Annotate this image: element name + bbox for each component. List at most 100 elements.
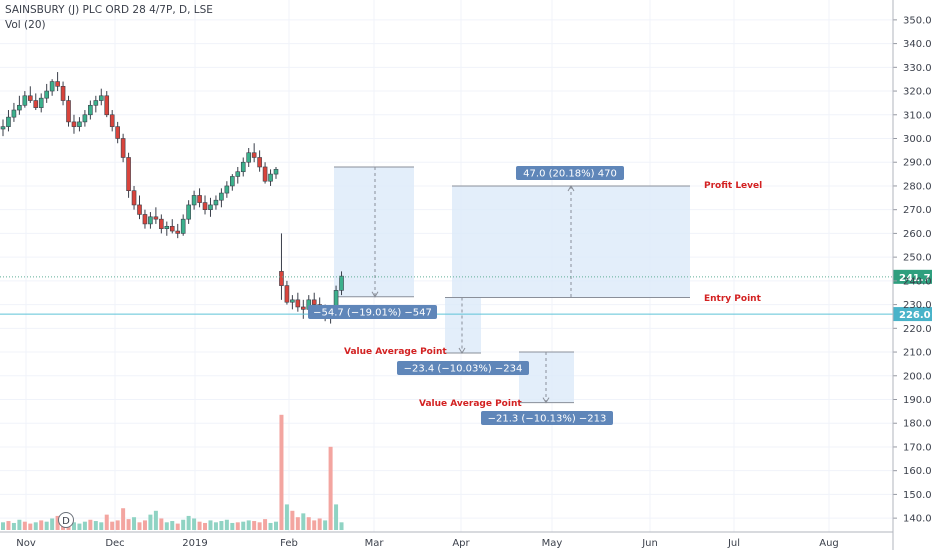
volume-bar — [88, 519, 93, 530]
candle-body — [251, 152, 257, 158]
volume-bar — [235, 522, 240, 530]
candle-body — [268, 173, 273, 182]
volume-bar — [164, 522, 169, 530]
volume-bar — [142, 520, 147, 530]
y-tick-label: 350.0 — [903, 15, 932, 26]
volume-bar — [77, 523, 82, 530]
measure-label-box — [397, 361, 529, 375]
y-tick-label: 340.0 — [903, 39, 932, 50]
candle-body — [137, 204, 142, 215]
x-tick-label: Aug — [819, 538, 839, 549]
y-tick-label: 240.0 — [903, 276, 932, 287]
candle-body — [55, 81, 60, 87]
candle-body — [120, 138, 126, 158]
candle-body — [82, 114, 88, 123]
overlays: 241.7 226.0 −54.7 (−19.01%) −547 47.0 (20.1… — [0, 166, 932, 528]
x-tick-label: Jun — [641, 538, 658, 549]
volume-bar — [263, 519, 268, 530]
y-tick-label: 180.0 — [903, 419, 932, 430]
measure-label-box — [516, 166, 624, 180]
measure-arrow — [542, 397, 550, 404]
y-tick-label: 200.0 — [903, 371, 932, 382]
candle-body — [33, 100, 39, 108]
candle-body — [17, 104, 22, 111]
candle-body — [44, 90, 49, 99]
x-tick-label: Jul — [727, 538, 740, 549]
candle-body — [219, 192, 224, 201]
volume-bar — [224, 519, 229, 530]
candle-body — [279, 271, 284, 286]
y-tick-label: 210.0 — [903, 348, 932, 359]
candle-body — [290, 299, 295, 303]
candle-body — [60, 86, 66, 101]
volume-bar — [181, 519, 186, 530]
chart-subtitle: Vol (20) — [5, 19, 46, 31]
last-price-tag — [893, 269, 932, 284]
candle-body — [109, 114, 115, 127]
dividend-marker-label: D — [62, 516, 70, 527]
candle-body — [208, 204, 213, 210]
dividend-marker-circle — [58, 512, 74, 528]
volume-bar — [137, 522, 142, 530]
candle-body — [175, 230, 181, 234]
measure-label: −23.4 (−10.03%) −234 — [404, 364, 523, 375]
candle-body — [88, 104, 93, 116]
volume-bar — [82, 521, 87, 530]
candle-body — [295, 299, 301, 308]
x-tick-label: Feb — [280, 538, 298, 549]
volume-bar — [93, 521, 98, 530]
candle-body — [180, 218, 186, 234]
volume-bar — [170, 521, 175, 530]
candle-body — [142, 214, 148, 225]
y-tick-label: 270.0 — [903, 205, 932, 216]
candle-body — [49, 81, 55, 92]
volume-bar — [306, 517, 311, 530]
candle-body — [284, 285, 290, 303]
measure-label-box — [481, 411, 613, 425]
y-tick-label: 320.0 — [903, 87, 932, 98]
volume-bar — [334, 504, 339, 530]
candle-body — [300, 306, 306, 310]
candle-body — [262, 166, 268, 182]
volume-bar — [22, 521, 27, 530]
measure-zone — [445, 297, 481, 353]
y-tick-label: 300.0 — [903, 134, 932, 145]
measure-arrow — [458, 347, 466, 354]
volume-bar — [295, 517, 300, 530]
y-tick-label: 160.0 — [903, 466, 932, 477]
annotation-label: Entry Point — [704, 294, 762, 304]
candle-body — [0, 126, 6, 130]
measure-label: −21.3 (−10.13%) −213 — [488, 414, 607, 425]
candle-body — [159, 218, 164, 229]
y-tick-label: 170.0 — [903, 442, 932, 453]
candle-body — [104, 95, 110, 116]
volume-bar — [301, 513, 306, 530]
volume-bar — [6, 521, 11, 530]
volume-bar — [121, 508, 126, 530]
candle-body — [169, 225, 175, 232]
volume-bar — [279, 414, 284, 530]
candle-body — [6, 116, 11, 127]
y-tick-label: 150.0 — [903, 490, 932, 501]
candle-body — [22, 95, 28, 106]
volume-bar — [44, 521, 49, 530]
volume-bar — [246, 520, 251, 530]
candle-body — [77, 121, 82, 127]
measure-zones — [334, 166, 690, 404]
candle-body — [273, 169, 279, 175]
x-tick-label: Dec — [105, 538, 124, 549]
measure-arrow — [567, 184, 575, 192]
volume-bar — [192, 518, 197, 530]
volume-bar — [197, 521, 202, 530]
y-tick-label: 260.0 — [903, 229, 932, 240]
volume-bar — [274, 521, 278, 530]
candle-body — [115, 126, 120, 139]
volume-bar — [148, 514, 153, 530]
candle-body — [27, 95, 33, 101]
measure-zone — [334, 166, 414, 297]
volume-bar — [104, 514, 109, 530]
volume-bar — [153, 510, 158, 530]
candle-body — [339, 275, 344, 291]
x-tick-label: Nov — [16, 538, 36, 549]
